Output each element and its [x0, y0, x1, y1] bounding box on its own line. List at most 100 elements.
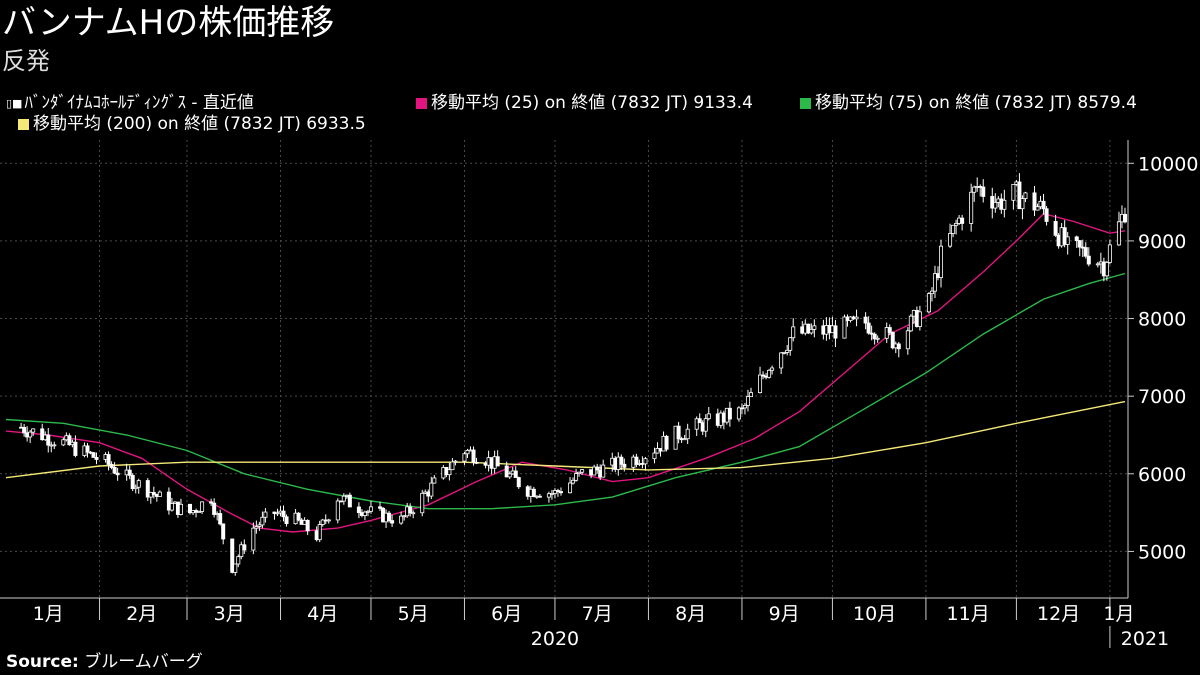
candle-body — [362, 511, 367, 516]
candle-body — [905, 330, 910, 350]
candle-body — [157, 491, 162, 497]
candle-body — [474, 461, 479, 464]
legend-ma25: 移動平均 (25) on 終値 (7832 JT) 9133.4 — [416, 92, 753, 114]
candle-body — [917, 311, 922, 327]
candle-body — [664, 435, 669, 450]
candle-body — [833, 325, 838, 339]
ma25-swatch — [416, 98, 427, 109]
candle-body — [166, 491, 171, 511]
candle-body — [622, 463, 627, 468]
candle-body — [447, 469, 452, 476]
source-note: Source: ブルームバーグ — [6, 651, 203, 673]
candle-body — [320, 519, 325, 525]
candle-body — [495, 456, 500, 467]
candle-body — [951, 224, 956, 234]
candle-body — [1107, 244, 1112, 263]
candle-body — [981, 186, 986, 197]
candle-body — [954, 222, 959, 226]
candle-body — [812, 325, 817, 330]
candle-body — [739, 407, 744, 410]
candle-body — [908, 315, 913, 332]
candle-body — [378, 506, 383, 509]
candle-body — [513, 470, 518, 478]
candle-body — [109, 464, 114, 468]
candle-body — [595, 466, 600, 471]
candle-body — [130, 474, 135, 490]
candle-body — [251, 527, 256, 551]
legend-ma200-label: 移動平均 (200) on 終値 (7832 JT) 6933.5 — [33, 114, 366, 134]
candle-body — [462, 453, 467, 462]
candle-body — [1116, 221, 1121, 246]
candle-body — [341, 495, 346, 502]
legend-price-label: ﾊﾞﾝﾀﾞｲﾅﾑｺﾎｰﾙﾃﾞｨﾝｸﾞｽ - 直近値 — [24, 93, 254, 113]
candle-body — [577, 471, 582, 474]
candle-body — [806, 323, 811, 334]
candle-body — [296, 512, 301, 521]
candle-body — [727, 407, 732, 420]
candle-body — [326, 519, 331, 522]
candle-body — [178, 503, 183, 515]
candle-body — [133, 486, 138, 490]
candle-body — [368, 506, 373, 512]
candle-body — [1002, 199, 1007, 210]
candle-body — [1011, 183, 1016, 201]
candle-body — [779, 352, 784, 369]
candle-body — [568, 482, 573, 494]
x-tick-label: 9月 — [769, 603, 800, 625]
x-tick-label: 4月 — [307, 603, 338, 625]
candle-body — [257, 524, 262, 527]
candle-body — [1074, 236, 1079, 241]
candle-body — [28, 431, 33, 438]
legend-ma75-label: 移動平均 (75) on 終値 (7832 JT) 8579.4 — [815, 93, 1137, 113]
x-tick-label: 7月 — [582, 603, 613, 625]
x-tick-label: 12月 — [1037, 603, 1080, 625]
legend-ma75: 移動平均 (75) on 終値 (7832 JT) 8579.4 — [800, 92, 1137, 114]
candle-body — [221, 523, 226, 540]
candle-body — [420, 492, 425, 514]
candle-body — [112, 467, 117, 474]
candle-body — [85, 445, 90, 453]
candle-body — [209, 501, 214, 504]
y-tick-label: 7000 — [1138, 386, 1186, 408]
candle-body — [555, 490, 560, 492]
candle-body — [284, 516, 289, 525]
candle-body — [1122, 213, 1127, 223]
candle-body — [929, 290, 934, 295]
candle-body — [145, 480, 150, 498]
candle-body — [365, 510, 370, 513]
year-label: 2021 — [1121, 628, 1169, 650]
candle-body — [402, 515, 407, 518]
candle-body — [275, 512, 280, 515]
candle-body — [22, 426, 27, 434]
candle-body — [1083, 247, 1088, 257]
x-tick-label: 5月 — [398, 603, 429, 625]
legend-ma200: 移動平均 (200) on 終値 (7832 JT) 6933.5 — [18, 113, 366, 135]
candle-body — [969, 191, 974, 224]
candle-body — [399, 515, 404, 524]
candle-body — [546, 493, 551, 498]
x-tick-label: 11月 — [947, 603, 990, 625]
candle-body — [281, 510, 286, 518]
candle-body — [788, 337, 793, 351]
moving-average-line-1 — [5, 212, 1126, 533]
candle-body — [1104, 262, 1109, 277]
moving-average-line-3 — [5, 400, 1126, 479]
candle-body — [254, 526, 259, 529]
candle-body — [1020, 198, 1025, 210]
candle-body — [516, 477, 521, 488]
candle-body — [767, 369, 772, 378]
y-tick-label: 8000 — [1138, 309, 1186, 331]
candle-body — [94, 457, 99, 460]
candle-body — [745, 396, 750, 406]
candle-body — [574, 473, 579, 481]
candle-body — [52, 444, 57, 447]
candle-body — [634, 456, 639, 465]
x-tick-label: 8月 — [675, 603, 706, 625]
candle-body — [1044, 208, 1049, 222]
candle-body — [169, 503, 174, 511]
candle-body — [685, 428, 690, 440]
candle-body — [188, 503, 193, 514]
candle-body — [432, 477, 437, 484]
candle-body — [1053, 221, 1058, 236]
candle-body — [450, 461, 455, 471]
